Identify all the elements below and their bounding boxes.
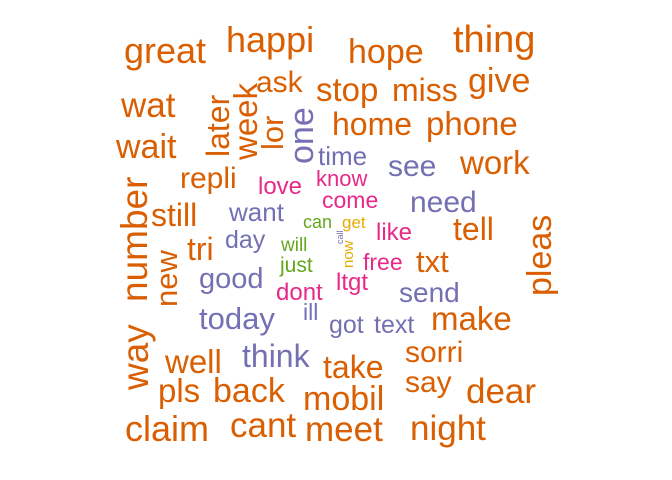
word-love: love bbox=[258, 173, 302, 200]
word-wat: wat bbox=[120, 86, 176, 125]
word-dont: dont bbox=[276, 279, 323, 306]
word-lor: lor bbox=[255, 116, 290, 150]
word-later: later bbox=[200, 94, 236, 157]
word-mobil: mobil bbox=[303, 380, 384, 418]
word-great: great bbox=[124, 30, 206, 71]
word-free: free bbox=[363, 249, 403, 275]
word-cloud-words: great happi hope thing ask stop miss give wat lat… bbox=[114, 19, 559, 449]
word-night: night bbox=[410, 409, 486, 448]
word-thing: thing bbox=[453, 19, 535, 61]
word-today: today bbox=[199, 301, 275, 336]
word-now: now bbox=[340, 240, 357, 268]
word-number: number bbox=[114, 177, 155, 302]
word-see: see bbox=[388, 150, 436, 183]
word-claim: claim bbox=[125, 408, 209, 449]
word-come: come bbox=[322, 187, 378, 213]
word-good: good bbox=[199, 263, 264, 295]
word-one: one bbox=[283, 107, 321, 164]
word-sorri: sorri bbox=[405, 336, 463, 369]
word-time: time bbox=[318, 141, 367, 171]
word-txt: txt bbox=[416, 244, 449, 279]
word-hope: hope bbox=[348, 33, 424, 71]
word-take: take bbox=[323, 349, 383, 385]
word-wait: wait bbox=[115, 128, 177, 166]
word-say: say bbox=[405, 366, 452, 399]
word-will: will bbox=[280, 235, 307, 256]
word-dear: dear bbox=[466, 372, 536, 411]
word-text: text bbox=[374, 311, 414, 339]
word-ill: ill bbox=[303, 299, 318, 325]
word-week: week bbox=[227, 82, 264, 161]
word-meet: meet bbox=[305, 410, 383, 449]
word-think: think bbox=[242, 338, 311, 374]
word-repli: repli bbox=[180, 162, 237, 195]
word-well: well bbox=[164, 343, 222, 380]
word-way: way bbox=[115, 324, 156, 391]
word-happi: happi bbox=[226, 19, 314, 60]
word-make: make bbox=[431, 300, 512, 337]
word-work: work bbox=[459, 144, 530, 181]
word-cant: cant bbox=[230, 406, 296, 445]
word-stop: stop bbox=[316, 71, 378, 108]
word-tell: tell bbox=[453, 211, 494, 247]
word-can: can bbox=[303, 212, 332, 232]
word-want: want bbox=[228, 197, 285, 227]
word-just: just bbox=[279, 254, 313, 277]
word-pls: pls bbox=[158, 372, 200, 409]
word-day: day bbox=[225, 226, 266, 254]
word-send: send bbox=[399, 277, 460, 308]
word-home: home bbox=[332, 106, 412, 142]
word-call: call bbox=[335, 230, 345, 244]
word-miss: miss bbox=[392, 72, 458, 108]
word-like: like bbox=[376, 219, 412, 246]
word-get: get bbox=[342, 213, 366, 232]
word-know: know bbox=[316, 166, 367, 191]
word-new: new bbox=[149, 250, 184, 307]
word-ask: ask bbox=[256, 66, 304, 99]
word-ltgt: ltgt bbox=[336, 269, 368, 296]
word-give: give bbox=[468, 62, 530, 100]
word-got: got bbox=[329, 311, 364, 339]
word-pleas: pleas bbox=[521, 215, 559, 296]
word-need: need bbox=[410, 186, 477, 219]
word-tri: tri bbox=[187, 231, 214, 267]
word-back: back bbox=[213, 372, 286, 410]
word-phone: phone bbox=[426, 105, 518, 142]
word-still: still bbox=[151, 197, 197, 233]
